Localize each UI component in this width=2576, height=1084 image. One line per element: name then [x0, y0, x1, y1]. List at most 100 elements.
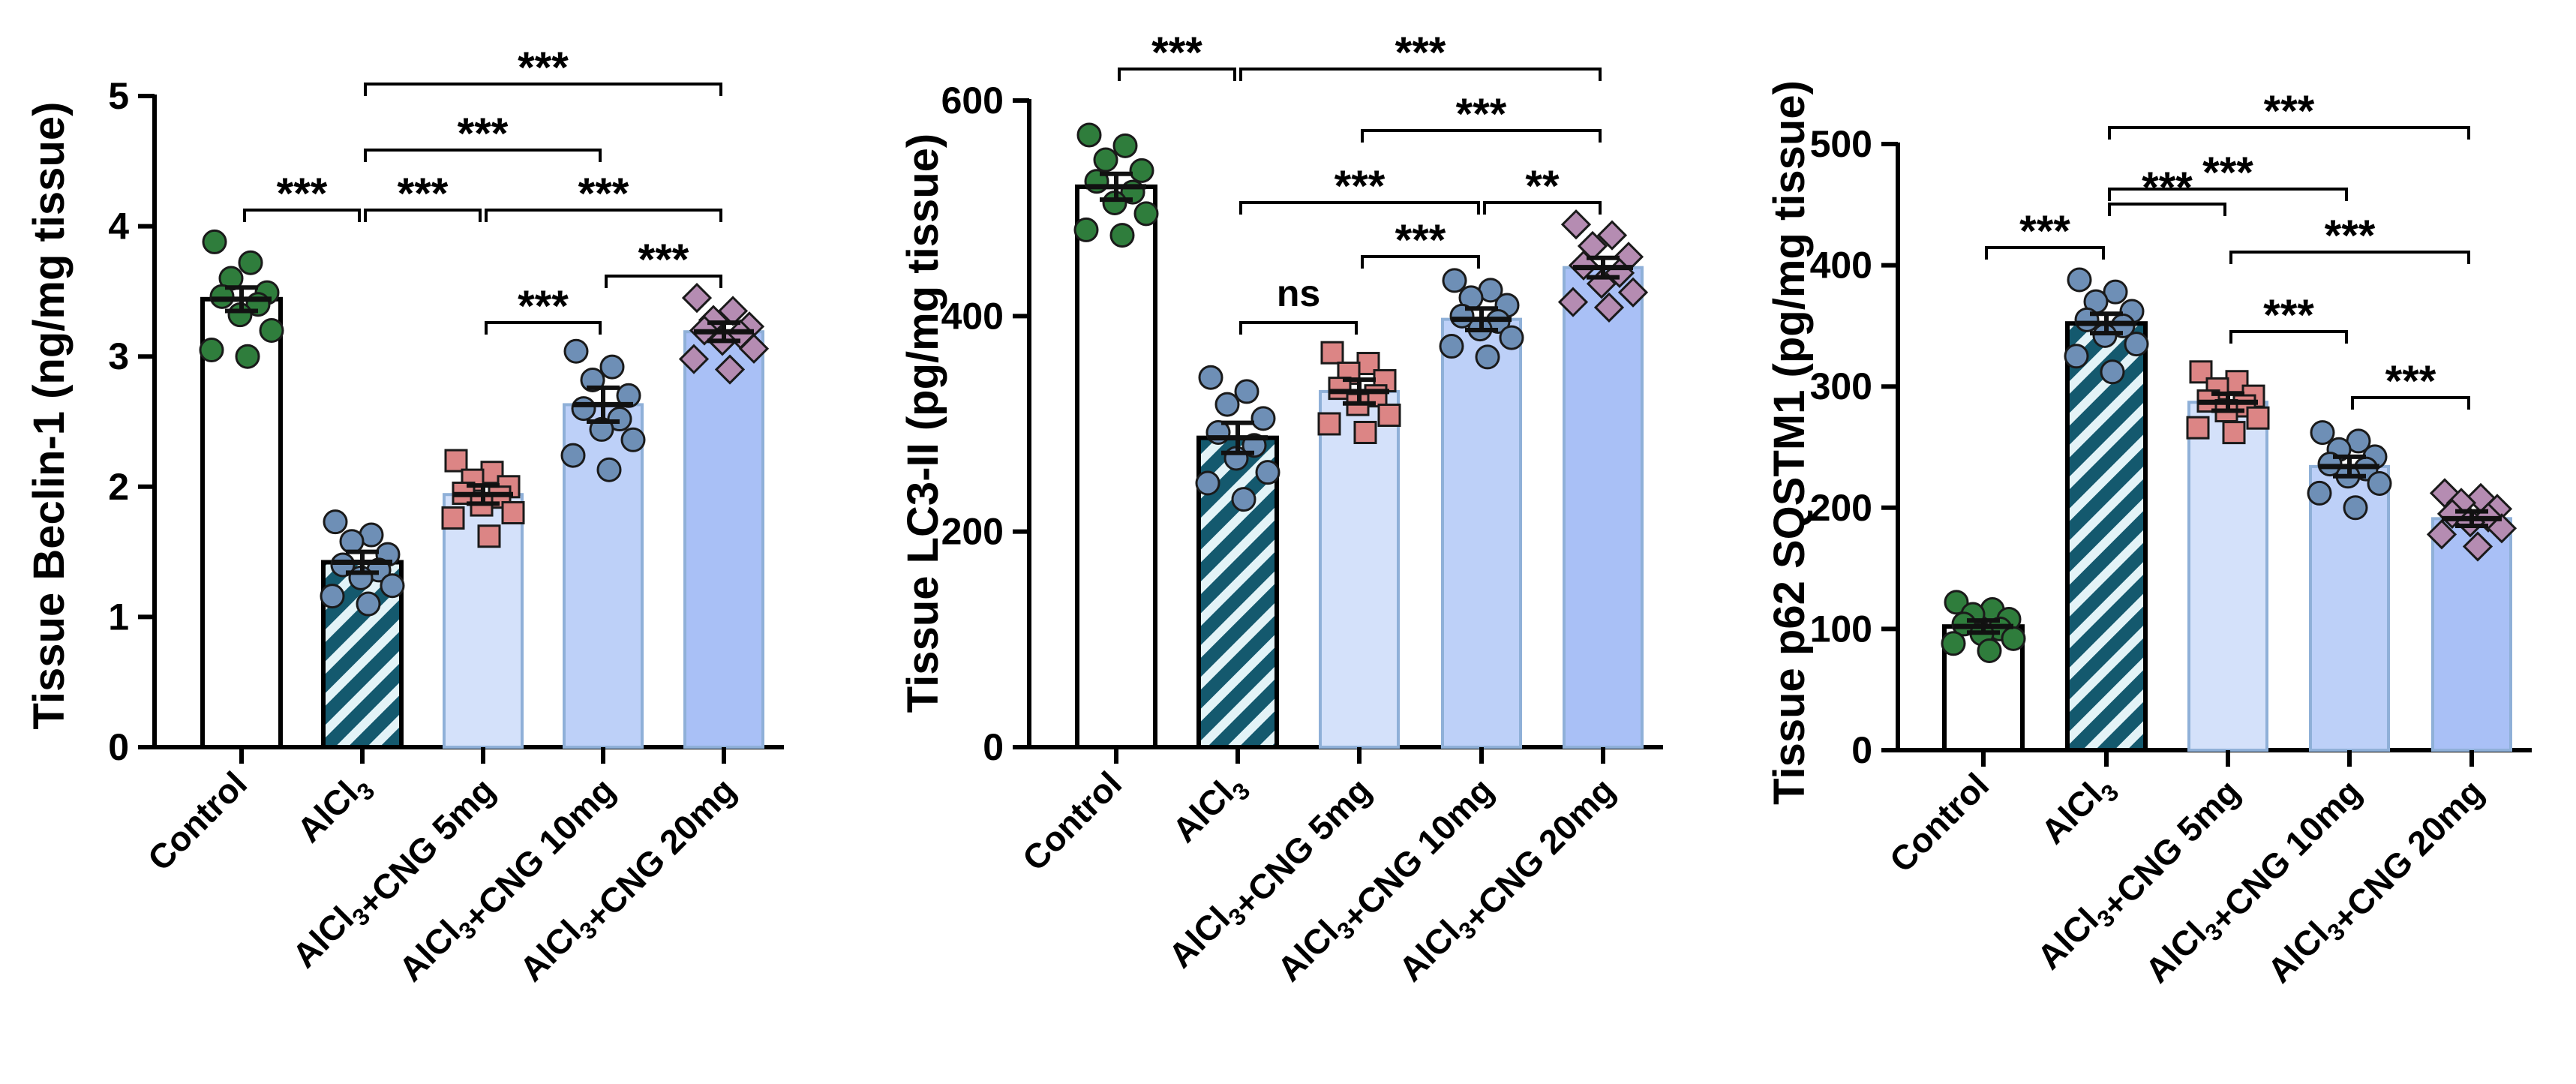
data-point [202, 229, 227, 254]
data-point [2064, 344, 2089, 369]
significance-bracket [485, 321, 602, 335]
y-axis-label: Tissue Beclin-1 (ng/mg tissue) [25, 102, 74, 730]
bar-0 [1075, 184, 1157, 749]
data-point [1129, 158, 1154, 183]
data-point [2462, 531, 2493, 562]
significance-label: *** [458, 110, 509, 158]
y-tick-label: 400 [1810, 245, 1872, 287]
data-point [2222, 421, 2246, 445]
data-point [1353, 420, 1377, 444]
data-point [1977, 638, 2002, 663]
data-point [607, 407, 632, 432]
data-point [563, 338, 589, 364]
significance-bracket [364, 209, 482, 222]
significance-label: *** [398, 170, 449, 218]
data-point [1250, 406, 1276, 431]
data-point [2001, 626, 2026, 651]
significance-label: *** [1335, 162, 1386, 211]
bar-4 [2431, 517, 2512, 752]
data-point [2124, 332, 2149, 357]
data-point [620, 427, 646, 452]
significance-label: *** [1151, 29, 1202, 77]
significance-bracket [364, 149, 602, 162]
data-point [599, 354, 625, 380]
significance-bracket [2108, 188, 2348, 201]
x-tick-label: Control [1882, 765, 1996, 879]
data-point [199, 338, 224, 363]
data-point [1560, 209, 1592, 240]
significance-label: *** [277, 170, 328, 218]
data-point [1596, 220, 1628, 251]
x-tick-label: AlCl3+CNG 20mg [1391, 764, 1622, 995]
data-point [2486, 513, 2517, 544]
data-point [339, 529, 365, 554]
significance-bracket [2351, 396, 2470, 410]
y-tick-label: 5 [108, 75, 129, 117]
significance-bracket [1118, 68, 1236, 81]
y-tick-label: 1 [108, 596, 129, 638]
data-point [596, 457, 622, 482]
data-point [2246, 406, 2270, 430]
significance-label: ns [1277, 272, 1320, 314]
data-point [2367, 470, 2392, 496]
data-point [1073, 217, 1099, 242]
significance-label: *** [2264, 87, 2315, 136]
data-point [444, 449, 468, 473]
data-point [2103, 279, 2128, 305]
significance-label: *** [1456, 90, 1507, 139]
significance-bracket [1361, 255, 1480, 269]
y-tick-label: 400 [941, 295, 1004, 337]
y-tick-label: 500 [1810, 123, 1872, 165]
significance-label: *** [2263, 291, 2314, 340]
x-tick-label: AlCl3+CNG 20mg [2259, 765, 2490, 996]
data-point [2189, 360, 2213, 384]
data-point [2310, 420, 2335, 446]
significance-label: *** [2325, 212, 2376, 260]
x-tick-label: Control [1015, 764, 1129, 878]
data-point [1112, 133, 1138, 158]
bar-4 [1563, 266, 1644, 749]
y-tick-label: 300 [1810, 365, 1872, 407]
bar-4 [683, 330, 764, 749]
y-tick-label: 3 [108, 335, 129, 377]
data-point [1076, 122, 1102, 148]
significance-label: *** [2385, 357, 2436, 406]
data-point [323, 509, 348, 535]
significance-bracket [605, 275, 722, 288]
y-tick-label: 100 [1810, 608, 1872, 650]
data-point [320, 584, 345, 609]
data-point [356, 591, 381, 617]
significance-bracket [1239, 321, 1358, 335]
x-tick-label: Control [140, 764, 254, 878]
data-point [2343, 495, 2368, 521]
y-tick-label: 2 [108, 466, 129, 508]
significance-bracket [243, 209, 361, 222]
significance-bracket [2108, 126, 2470, 140]
significance-bracket [2108, 203, 2226, 216]
bar-2 [1319, 389, 1400, 749]
data-point [1941, 631, 1966, 656]
panel-p62-sqstm1: Tissue p62 SQSTM1 (pg/mg tissue) 0 100 200… [1765, 80, 2532, 996]
significance-bracket [2229, 251, 2470, 264]
data-point [1195, 470, 1220, 496]
significance-bracket [1239, 68, 1602, 81]
significance-label: *** [2202, 149, 2253, 197]
data-point [2186, 416, 2210, 440]
data-point [1214, 392, 1240, 417]
significance-bracket [2229, 330, 2348, 344]
data-point [1439, 334, 1464, 359]
data-point [477, 524, 501, 548]
data-point [714, 354, 746, 385]
bar-1 [2065, 321, 2148, 752]
data-point [738, 333, 770, 364]
data-point [1475, 344, 1500, 370]
y-tick-label: 4 [108, 206, 129, 248]
data-point [238, 250, 263, 275]
y-tick-label: 600 [941, 80, 1004, 122]
data-point [1133, 201, 1159, 227]
significance-bracket [1483, 201, 1602, 215]
data-point [1234, 379, 1259, 404]
y-tick-label: 0 [1851, 729, 1872, 771]
